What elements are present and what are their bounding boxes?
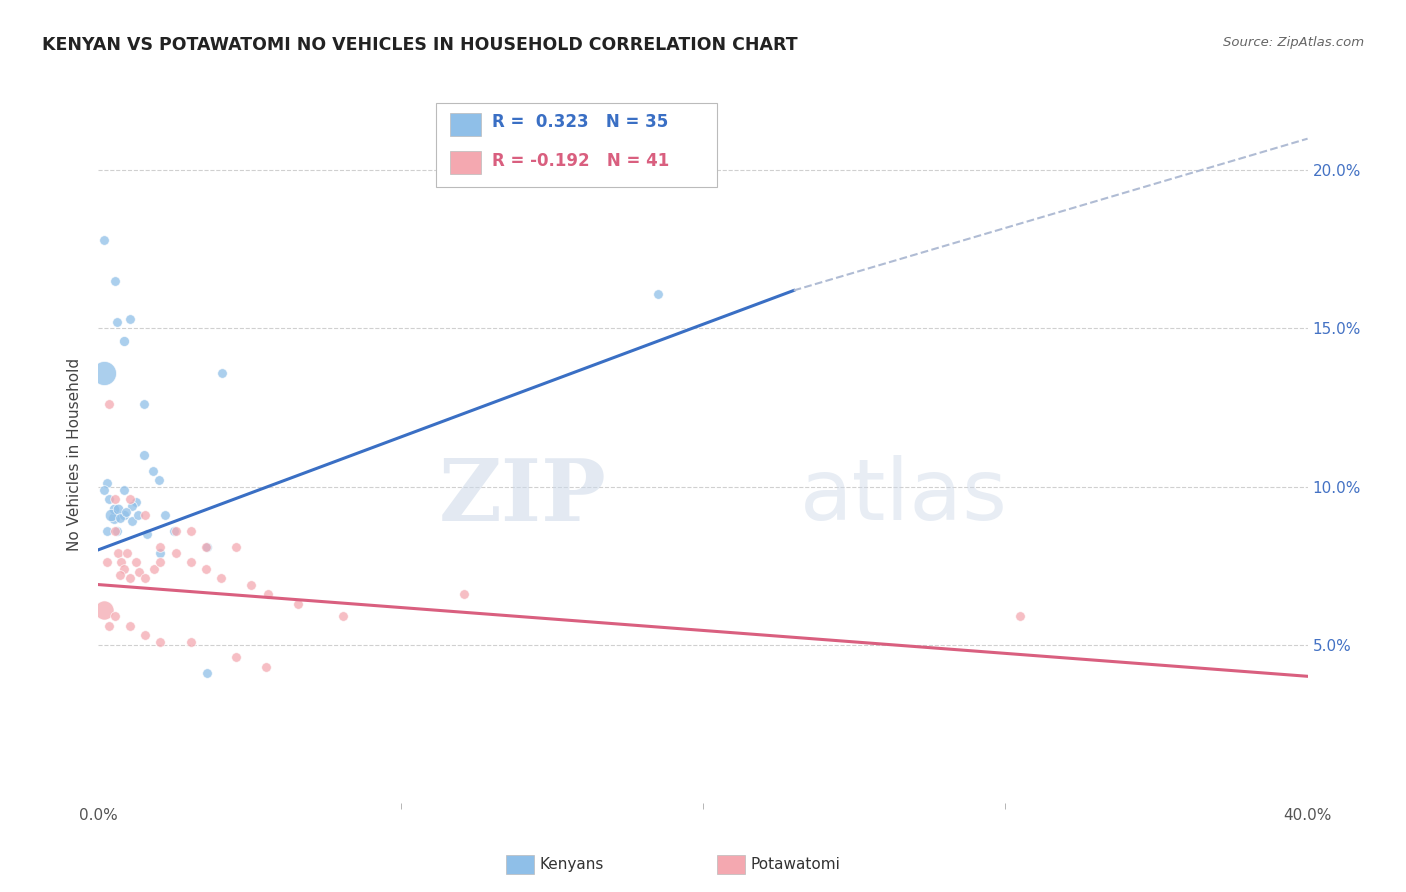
Point	[98, 492, 121, 507]
Point	[120, 312, 142, 326]
Point	[93, 233, 115, 247]
Point	[194, 540, 217, 554]
Point	[256, 587, 278, 601]
Point	[1010, 609, 1032, 624]
Point	[114, 505, 136, 519]
Point	[125, 556, 148, 570]
Point	[647, 286, 669, 301]
Point	[209, 571, 232, 585]
Point	[211, 366, 233, 380]
Point	[149, 546, 172, 560]
Point	[195, 666, 218, 681]
Point	[195, 540, 218, 554]
Text: atlas: atlas	[800, 455, 1008, 538]
Point	[149, 540, 172, 554]
Point	[132, 397, 155, 411]
Point	[134, 628, 156, 642]
Point	[153, 508, 176, 522]
Point	[287, 597, 309, 611]
Point	[93, 366, 115, 380]
Point	[135, 527, 157, 541]
Point	[120, 571, 142, 585]
Point	[127, 508, 149, 522]
Point	[180, 524, 202, 538]
Text: Source: ZipAtlas.com: Source: ZipAtlas.com	[1223, 36, 1364, 49]
Point	[108, 511, 131, 525]
Point	[104, 274, 127, 288]
Point	[180, 634, 202, 648]
Point	[121, 499, 143, 513]
Point	[121, 514, 143, 528]
Point	[148, 473, 170, 487]
Point	[332, 609, 354, 624]
Point	[93, 603, 115, 617]
Point	[128, 565, 150, 579]
Point	[453, 587, 475, 601]
Point	[103, 501, 125, 516]
Text: ZIP: ZIP	[439, 455, 606, 539]
Point	[163, 524, 186, 538]
Point	[112, 508, 135, 522]
Text: KENYAN VS POTAWATOMI NO VEHICLES IN HOUSEHOLD CORRELATION CHART: KENYAN VS POTAWATOMI NO VEHICLES IN HOUS…	[42, 36, 797, 54]
Point	[104, 492, 127, 507]
Point	[225, 650, 247, 665]
Point	[149, 556, 172, 570]
Point	[107, 501, 129, 516]
Point	[98, 397, 121, 411]
Point	[104, 524, 127, 538]
Text: Kenyans: Kenyans	[540, 857, 605, 871]
Point	[120, 618, 142, 632]
Point	[143, 562, 166, 576]
Point	[115, 546, 138, 560]
Point	[112, 483, 135, 497]
Point	[194, 562, 217, 576]
Y-axis label: No Vehicles in Household: No Vehicles in Household	[67, 359, 83, 551]
Point	[93, 483, 115, 497]
Point	[165, 546, 187, 560]
Point	[120, 492, 142, 507]
Point	[104, 609, 127, 624]
Point	[108, 568, 131, 582]
Point	[98, 618, 121, 632]
Point	[112, 334, 135, 348]
Point	[180, 556, 202, 570]
Point	[96, 476, 118, 491]
Point	[112, 562, 135, 576]
Text: Potawatomi: Potawatomi	[751, 857, 841, 871]
Point	[110, 556, 132, 570]
Point	[134, 571, 156, 585]
Point	[254, 660, 277, 674]
Point	[134, 508, 156, 522]
Point	[107, 546, 129, 560]
Point	[240, 577, 263, 591]
Point	[96, 556, 118, 570]
Point	[100, 508, 122, 522]
Point	[165, 524, 187, 538]
Point	[125, 495, 148, 509]
Point	[142, 464, 165, 478]
Point	[225, 540, 247, 554]
Point	[105, 524, 128, 538]
Point	[96, 524, 118, 538]
Point	[105, 315, 128, 329]
Point	[149, 634, 172, 648]
Point	[103, 511, 125, 525]
Text: R = -0.192   N = 41: R = -0.192 N = 41	[492, 152, 669, 169]
Text: R =  0.323   N = 35: R = 0.323 N = 35	[492, 113, 668, 131]
Point	[132, 448, 155, 462]
